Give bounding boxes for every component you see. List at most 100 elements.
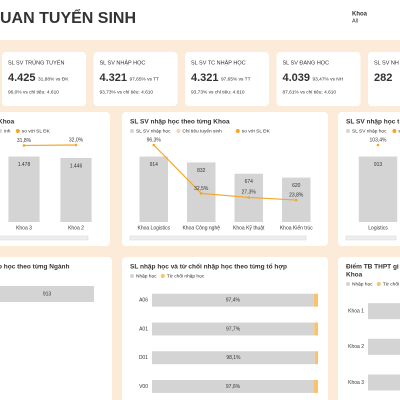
bar bbox=[8, 156, 40, 222]
chart-title: SL SV nhập học theo từng Khoa bbox=[130, 119, 230, 126]
kpi-card: SL SV TC NHẬP HỌC 4.321 97,65% vs TT 93,73%… bbox=[185, 52, 269, 106]
card-value: 4.039 bbox=[283, 72, 311, 84]
bar-segment bbox=[368, 338, 400, 355]
page-title: UAN TUYỂN SINH bbox=[0, 8, 136, 27]
data-label: 620 bbox=[292, 183, 301, 189]
data-label: 23,8% bbox=[289, 192, 304, 198]
kpi-card: SL SV NHẬP HỌC 4.321 97,65% vs TT 93,73% vs… bbox=[93, 52, 178, 106]
legend-label: SL SV nhập học bbox=[136, 128, 171, 134]
card-target: 93,73% vs chỉ tiêu: 4.610 bbox=[191, 88, 245, 95]
card-target: 87,61% vs chỉ tiêu: 4.610 bbox=[283, 88, 337, 95]
y-tick-label: A06 bbox=[139, 298, 148, 304]
data-label: 913 bbox=[43, 291, 52, 297]
legend-swatch bbox=[235, 129, 240, 133]
panel-bg bbox=[0, 257, 112, 400]
chart-title: Khoa bbox=[346, 272, 363, 279]
y-tick-label: D01 bbox=[139, 355, 148, 361]
bar-segment bbox=[368, 303, 400, 320]
data-label: 31,8% bbox=[17, 138, 32, 144]
x-tick-label: Khoa 3 bbox=[16, 225, 32, 231]
x-tick-label: Khoa Kiến trúc bbox=[280, 225, 313, 231]
card-bg bbox=[185, 52, 269, 106]
data-label: 98,1% bbox=[226, 355, 241, 361]
bar bbox=[139, 156, 168, 222]
line-point bbox=[199, 192, 203, 195]
kpi-card: SL SV TRÚNG TUYỂN 4.425 31,88% vs ĐK 96,0% … bbox=[2, 52, 86, 106]
y-tick-label: Khoa 2 bbox=[348, 344, 364, 350]
card-bg bbox=[276, 52, 361, 106]
legend-swatch bbox=[130, 274, 134, 278]
legend-swatch bbox=[160, 274, 165, 278]
card-bg bbox=[93, 52, 178, 106]
card-target: 93,73% vs chỉ tiêu: 4.610 bbox=[100, 88, 154, 95]
card-target: 96,0% vs chỉ tiêu: 4.610 bbox=[8, 88, 59, 95]
line-point bbox=[294, 198, 298, 202]
bar-segment bbox=[313, 293, 318, 307]
legend-label: inh bbox=[4, 128, 11, 134]
card-title: SL SV NHẬP HỌC bbox=[100, 59, 146, 66]
line-point bbox=[152, 143, 156, 147]
legend-swatch bbox=[376, 282, 381, 286]
legend-swatch bbox=[15, 129, 20, 133]
header-bar bbox=[0, 0, 400, 40]
legend-label: Nhập học bbox=[352, 281, 373, 287]
card-title: SL SV NH bbox=[374, 60, 399, 66]
x-tick-label: Logistics bbox=[368, 225, 388, 231]
y-tick-label: V00 bbox=[139, 384, 148, 390]
y-tick-label: Khoa 1 bbox=[348, 308, 364, 314]
legend-label: so với SL ĐK bbox=[22, 128, 51, 134]
x-tick-label: Khoa Kỹ thuật bbox=[233, 225, 265, 231]
panel-bg bbox=[338, 257, 400, 400]
card-title: SL SV TRÚNG TUYỂN bbox=[8, 59, 64, 66]
data-label: 97,4% bbox=[226, 298, 241, 304]
data-label: 96,3% bbox=[147, 137, 162, 143]
card-value: 4.321 bbox=[100, 72, 128, 84]
data-label: 913 bbox=[374, 162, 383, 168]
bar-segment bbox=[152, 293, 314, 307]
line-point bbox=[74, 143, 78, 147]
scrollbar bbox=[129, 235, 307, 241]
legend-label: Nhập học bbox=[136, 273, 157, 279]
chart-title: Khoa bbox=[0, 119, 15, 126]
chart-title: SL nhập học và từ chối nhập học theo từn… bbox=[130, 263, 287, 271]
legend-swatch bbox=[130, 129, 134, 133]
card-delta: 97,65% vs TT bbox=[221, 76, 251, 82]
card-delta: 31,88% vs ĐK bbox=[38, 76, 69, 82]
data-label: 32,0% bbox=[69, 137, 84, 143]
scrollbar bbox=[0, 235, 89, 241]
bar-segment bbox=[152, 322, 315, 336]
chart-title: p học theo từng Ngành bbox=[0, 264, 70, 271]
filter-value[interactable]: All bbox=[352, 18, 358, 24]
x-tick-label: Khoa Công nghệ bbox=[182, 225, 220, 231]
legend-label: SL SV nhập học bbox=[352, 128, 387, 134]
legend-swatch bbox=[176, 129, 181, 133]
x-tick-label: Khoa 2 bbox=[68, 225, 84, 231]
bar-segment bbox=[314, 322, 318, 336]
card-title: SL SV ĐANG HỌC bbox=[283, 60, 330, 66]
bar-segment bbox=[368, 374, 400, 391]
legend-label: Từ chối nhập học bbox=[167, 273, 205, 279]
data-label: 832 bbox=[197, 168, 206, 174]
card-value: 282 bbox=[374, 72, 392, 84]
scrollbar bbox=[345, 235, 397, 241]
legend-label: Từ chối nhập học bbox=[383, 281, 400, 287]
legend-label: Chỉ tiêu tuyển sinh bbox=[182, 127, 222, 134]
card-title: SL SV TC NHẬP HỌC bbox=[191, 59, 246, 66]
card-value: 4.321 bbox=[191, 72, 219, 84]
card-delta: 97,65% vs TT bbox=[130, 76, 160, 82]
data-label: 97,6% bbox=[226, 384, 241, 390]
bar-segment bbox=[152, 380, 315, 393]
bar-segment bbox=[314, 380, 318, 393]
legend-swatch bbox=[346, 282, 350, 286]
kpi-card: SL SV ĐANG HỌC 4.039 93,47% vs NH 87,61% vs… bbox=[276, 52, 361, 106]
legend-swatch bbox=[0, 129, 2, 133]
data-label: 1.478 bbox=[18, 162, 31, 168]
data-label: 674 bbox=[245, 179, 254, 185]
chart-title: Điểm TB THPT gi bbox=[346, 263, 399, 271]
legend-swatch bbox=[346, 129, 350, 133]
line-point bbox=[247, 196, 251, 199]
kpi-card: SL SV NH2826,5 bbox=[368, 52, 400, 106]
line-point bbox=[22, 144, 26, 147]
card-bg bbox=[368, 52, 400, 106]
